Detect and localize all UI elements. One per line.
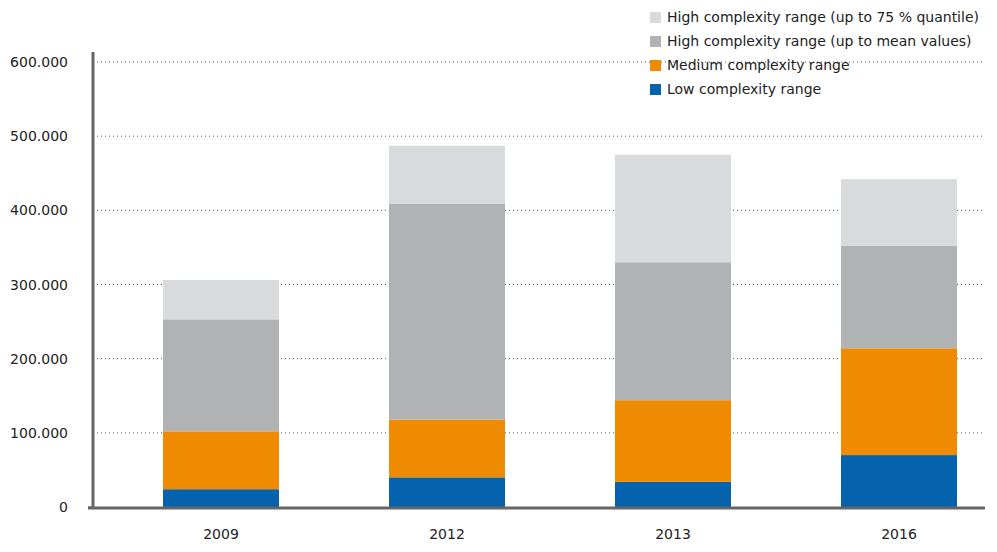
tick-label: 300.000 <box>10 277 68 293</box>
bar-segment <box>615 262 731 400</box>
legend-swatch <box>650 36 661 47</box>
legend-label: High complexity range (up to mean values… <box>667 33 972 49</box>
grid-line <box>93 136 985 137</box>
x-axis <box>88 507 985 510</box>
tick-label: 500.000 <box>10 128 68 144</box>
bar-segment <box>389 146 505 204</box>
category-label: 2013 <box>655 526 691 542</box>
tick-label: 200.000 <box>10 351 68 367</box>
bar-segment <box>615 482 731 507</box>
legend-swatch <box>650 84 661 95</box>
bar-segment <box>163 280 279 319</box>
category-label: 2016 <box>881 526 917 542</box>
legend-label: Medium complexity range <box>667 57 850 73</box>
bar-segment <box>841 179 957 246</box>
legend-swatch <box>650 12 661 23</box>
category-label: 2012 <box>429 526 465 542</box>
tick-label: 400.000 <box>10 202 68 218</box>
tick-label: 0 <box>59 499 68 515</box>
legend-label: Low complexity range <box>667 81 821 97</box>
legend: High complexity range (up to 75 % quanti… <box>650 9 979 97</box>
chart: 0 100.000 200.000 300.000 400.000 500.000 600.… <box>0 0 997 552</box>
tick-label: 100.000 <box>10 425 68 441</box>
bar-segment <box>841 348 957 455</box>
grid-line <box>93 62 985 63</box>
bar-segment <box>389 477 505 507</box>
y-axis <box>92 52 95 509</box>
bar-segment <box>615 400 731 482</box>
legend-swatch <box>650 60 661 71</box>
bar-segment <box>841 455 957 507</box>
bar-segment <box>163 431 279 489</box>
category-label: 2009 <box>203 526 239 542</box>
bar-segment <box>163 319 279 431</box>
bar-segment <box>389 204 505 420</box>
tick-label: 600.000 <box>10 54 68 70</box>
bar-segment <box>841 246 957 348</box>
bar-segment <box>163 489 279 507</box>
bar-segment <box>615 155 731 263</box>
bar-segment <box>389 419 505 477</box>
bars <box>163 146 957 507</box>
legend-label: High complexity range (up to 75 % quanti… <box>667 9 979 25</box>
